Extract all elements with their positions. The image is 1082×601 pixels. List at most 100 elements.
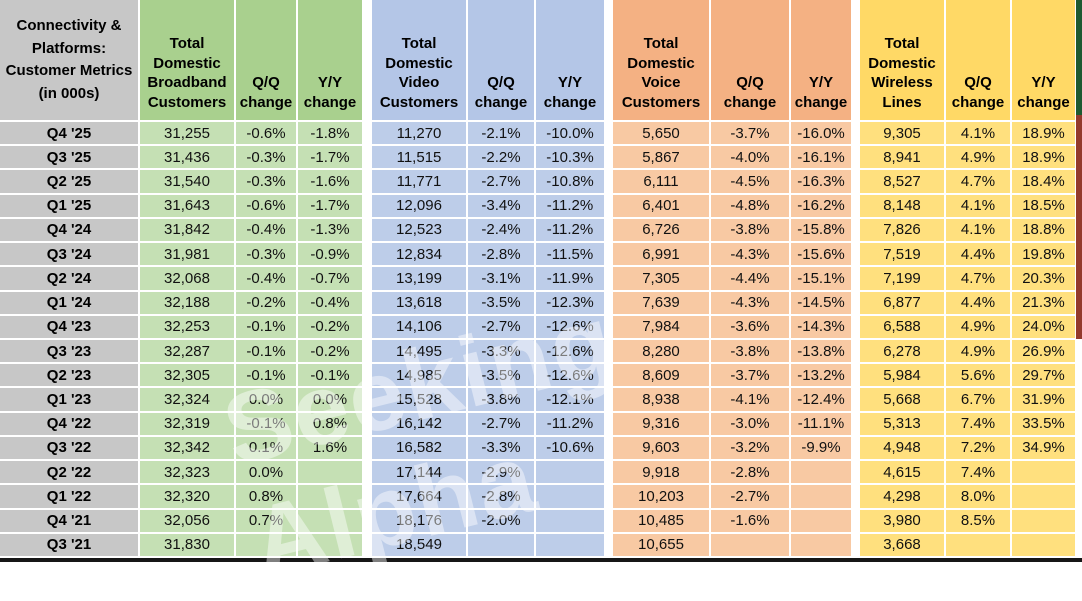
data-cell bbox=[710, 532, 791, 559]
data-cell: -3.5% bbox=[467, 290, 536, 316]
data-cell: 11,270 bbox=[372, 121, 468, 147]
column-gap bbox=[852, 266, 860, 291]
data-cell: -2.7% bbox=[467, 169, 536, 195]
data-cell: 4.4% bbox=[945, 242, 1012, 268]
column-gap bbox=[363, 460, 372, 485]
column-gap bbox=[363, 435, 372, 461]
data-cell: -2.7% bbox=[467, 411, 536, 437]
data-cell: 20.3% bbox=[1011, 266, 1077, 292]
data-cell: -12.6% bbox=[535, 338, 606, 365]
data-cell: 18.5% bbox=[1011, 193, 1077, 219]
data-cell: 7.4% bbox=[945, 411, 1012, 437]
data-cell: 32,342 bbox=[139, 435, 236, 462]
data-cell: 4.1% bbox=[945, 121, 1012, 147]
column-gap bbox=[605, 217, 613, 243]
data-cell: -11.2% bbox=[535, 411, 606, 437]
data-cell: -12.1% bbox=[535, 387, 606, 413]
data-cell: 7,305 bbox=[613, 266, 711, 292]
column-gap bbox=[605, 411, 613, 436]
table-row: Q1 '24 32,188 -0.2% -0.4% 13,618 -3.5% -12.3% 7… bbox=[0, 290, 1077, 316]
column-gap bbox=[852, 193, 860, 218]
column-gap bbox=[852, 145, 860, 170]
column-gap bbox=[605, 0, 613, 121]
data-cell: 21.3% bbox=[1011, 290, 1077, 316]
data-cell: 34.9% bbox=[1011, 435, 1077, 462]
data-cell: 6,111 bbox=[613, 169, 711, 195]
data-cell: -0.7% bbox=[297, 266, 364, 292]
column-gap bbox=[852, 484, 860, 509]
data-cell: -3.2% bbox=[710, 435, 791, 462]
data-cell: 4,298 bbox=[860, 484, 946, 510]
data-cell: 12,096 bbox=[372, 193, 468, 219]
header-voice-customers: Total Domestic Voice Customers bbox=[613, 0, 711, 122]
data-cell: 18.8% bbox=[1011, 217, 1077, 244]
data-cell: -4.0% bbox=[710, 145, 791, 171]
bottom-edge-artifact bbox=[0, 558, 1082, 562]
data-cell: 0.8% bbox=[235, 484, 298, 510]
data-cell: 6.7% bbox=[945, 387, 1012, 413]
data-cell: -4.5% bbox=[710, 169, 791, 195]
data-cell: 33.5% bbox=[1011, 411, 1077, 437]
data-cell: 8.0% bbox=[945, 484, 1012, 510]
data-cell: 6,401 bbox=[613, 193, 711, 219]
data-cell: 9,305 bbox=[860, 121, 946, 147]
data-cell: -0.3% bbox=[235, 145, 298, 171]
column-gap bbox=[605, 484, 613, 509]
data-cell: 5,313 bbox=[860, 411, 946, 437]
data-cell: -0.1% bbox=[235, 314, 298, 340]
data-cell: -1.7% bbox=[297, 193, 364, 219]
header-video-qq: Q/Q change bbox=[467, 0, 536, 122]
data-cell: -2.1% bbox=[467, 121, 536, 147]
column-gap bbox=[852, 387, 860, 412]
data-cell: -2.7% bbox=[467, 314, 536, 340]
column-gap bbox=[852, 217, 860, 243]
column-gap bbox=[363, 387, 372, 412]
header-broadband-qq: Q/Q change bbox=[235, 0, 298, 122]
data-cell: 5,867 bbox=[613, 145, 711, 171]
header-wireless-lines: Total Domestic Wireless Lines bbox=[860, 0, 946, 122]
data-cell: 6,588 bbox=[860, 314, 946, 340]
data-cell: 4.7% bbox=[945, 169, 1012, 195]
column-gap bbox=[605, 290, 613, 315]
data-cell: 32,188 bbox=[139, 290, 236, 316]
data-cell: 4,615 bbox=[860, 460, 946, 486]
column-gap bbox=[363, 242, 372, 267]
table-row: Q4 '24 31,842 -0.4% -1.3% 12,523 -2.4% -11.2% 6… bbox=[0, 217, 1077, 244]
data-cell: 3,980 bbox=[860, 508, 946, 534]
data-cell: 6,877 bbox=[860, 290, 946, 316]
data-cell: -3.8% bbox=[710, 338, 791, 365]
data-cell: 8,938 bbox=[613, 387, 711, 413]
data-cell: 8,280 bbox=[613, 338, 711, 365]
data-cell: -16.3% bbox=[790, 169, 853, 195]
header-voice-qq: Q/Q change bbox=[710, 0, 791, 122]
column-gap bbox=[363, 0, 372, 121]
row-quarter-label: Q1 '22 bbox=[0, 484, 140, 510]
right-edge-artifact-green bbox=[1076, 0, 1082, 115]
column-gap bbox=[605, 532, 613, 557]
data-cell: -16.1% bbox=[790, 145, 853, 171]
header-broadband-customers: Total Domestic Broadband Customers bbox=[139, 0, 236, 122]
data-cell: 0.8% bbox=[297, 411, 364, 437]
column-gap bbox=[852, 363, 860, 388]
data-cell: -2.2% bbox=[467, 145, 536, 171]
table-row: Q3 '22 32,342 0.1% 1.6% 16,582 -3.3% -10.6% 9,6… bbox=[0, 435, 1077, 462]
column-gap bbox=[605, 508, 613, 533]
data-cell: 9,918 bbox=[613, 460, 711, 486]
table-row: Q4 '25 31,255 -0.6% -1.8% 11,270 -2.1% -10.0% 5… bbox=[0, 121, 1077, 147]
data-cell: -3.5% bbox=[467, 363, 536, 389]
data-cell bbox=[535, 508, 606, 534]
data-cell: 12,834 bbox=[372, 242, 468, 268]
data-cell: -4.3% bbox=[710, 290, 791, 316]
data-cell bbox=[297, 532, 364, 559]
data-cell: -0.2% bbox=[235, 290, 298, 316]
data-cell bbox=[790, 508, 853, 534]
data-cell: -0.4% bbox=[235, 217, 298, 244]
data-cell: 31.9% bbox=[1011, 387, 1077, 413]
data-cell: -10.3% bbox=[535, 145, 606, 171]
table-corner-header: Connectivity & Platforms: Customer Metri… bbox=[0, 0, 140, 122]
metrics-table-screenshot: Connectivity & Platforms: Customer Metri… bbox=[0, 0, 1082, 562]
column-gap bbox=[852, 314, 860, 339]
row-quarter-label: Q3 '24 bbox=[0, 242, 140, 268]
data-cell: 31,255 bbox=[139, 121, 236, 147]
data-cell: 7,826 bbox=[860, 217, 946, 244]
